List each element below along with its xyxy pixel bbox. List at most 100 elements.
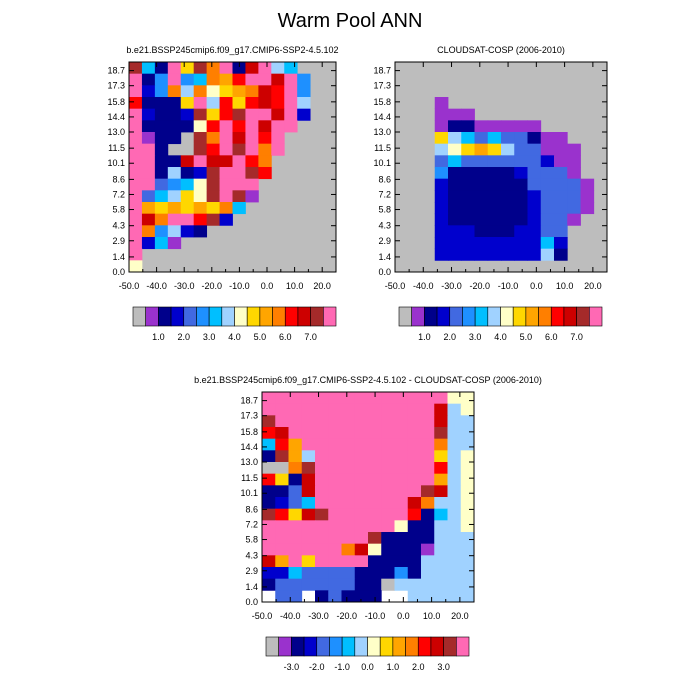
heatmap-cell bbox=[301, 543, 316, 556]
heatmap-cell bbox=[527, 225, 542, 238]
heatmap-cell bbox=[301, 392, 316, 405]
heatmap-cell bbox=[193, 178, 208, 191]
colorbar-label: -2.0 bbox=[309, 662, 325, 672]
heatmap-cell bbox=[219, 62, 233, 75]
heatmap-cell bbox=[501, 213, 515, 226]
heatmap-cell bbox=[328, 392, 342, 405]
heatmap-cell bbox=[275, 532, 289, 545]
heatmap-cell bbox=[460, 590, 475, 603]
heatmap-cell bbox=[381, 497, 395, 510]
heatmap-cell bbox=[567, 202, 581, 215]
heatmap-cell bbox=[554, 202, 568, 215]
heatmap-cell bbox=[381, 532, 395, 545]
heatmap-cell bbox=[554, 132, 568, 145]
heatmap-cell bbox=[193, 167, 208, 180]
colorbar-swatch bbox=[272, 306, 286, 327]
heatmap-cell bbox=[262, 520, 276, 533]
heatmap-cell bbox=[129, 167, 143, 180]
heatmap-cell bbox=[328, 590, 342, 603]
heatmap-cell bbox=[461, 237, 475, 250]
heatmap-cell bbox=[315, 532, 329, 545]
heatmap-cell bbox=[262, 567, 276, 580]
heatmap-cell bbox=[154, 190, 169, 203]
heatmap-cell bbox=[341, 415, 356, 428]
y-tick-label: 0.0 bbox=[112, 267, 125, 277]
colorbar-label: 7.0 bbox=[304, 332, 317, 342]
heatmap-cell bbox=[167, 202, 182, 215]
heatmap-cell bbox=[271, 62, 285, 75]
heatmap-cell bbox=[407, 403, 422, 416]
heatmap-cell bbox=[315, 578, 329, 591]
heatmap-cell bbox=[328, 438, 342, 451]
y-tick-label: 2.9 bbox=[245, 566, 258, 576]
heatmap-cell bbox=[394, 427, 409, 440]
colorbar-swatch bbox=[291, 636, 305, 657]
heatmap-cell bbox=[271, 97, 285, 110]
y-tick-label: 4.3 bbox=[245, 551, 258, 561]
x-tick-label: 0.0 bbox=[397, 611, 410, 621]
y-tick-label: 17.3 bbox=[373, 81, 391, 91]
heatmap-cell bbox=[448, 225, 462, 238]
heatmap-cell bbox=[434, 532, 448, 545]
heatmap-cell bbox=[154, 143, 169, 156]
heatmap-cell bbox=[219, 202, 233, 215]
heatmap-cell bbox=[288, 473, 303, 486]
heatmap-cell bbox=[474, 248, 489, 261]
heatmap-cell bbox=[193, 213, 208, 226]
heatmap-cell bbox=[501, 143, 515, 156]
heatmap-cell bbox=[262, 403, 276, 416]
y-tick-label: 0.0 bbox=[378, 267, 391, 277]
heatmap-cell bbox=[129, 155, 143, 168]
y-tick-label: 17.3 bbox=[107, 81, 125, 91]
heatmap-cell bbox=[341, 532, 356, 545]
heatmap-cell bbox=[341, 567, 356, 580]
heatmap-cell bbox=[154, 108, 169, 121]
heatmap-cell bbox=[381, 473, 395, 486]
heatmap-cell bbox=[394, 543, 409, 556]
colorbar-label: 5.0 bbox=[520, 332, 533, 342]
heatmap-cell bbox=[141, 143, 156, 156]
heatmap-cell bbox=[554, 225, 568, 238]
heatmap-cell bbox=[258, 97, 272, 110]
heatmap-cell bbox=[407, 415, 422, 428]
heatmap-cell bbox=[341, 590, 356, 603]
heatmap-cell bbox=[258, 120, 272, 133]
heatmap-cell bbox=[275, 555, 289, 568]
heatmap-cell bbox=[154, 97, 169, 110]
heatmap-cell bbox=[262, 438, 276, 451]
heatmap-cell bbox=[262, 415, 276, 428]
heatmap-cell bbox=[301, 403, 316, 416]
heatmap-cell bbox=[434, 497, 448, 510]
heatmap-cell bbox=[514, 167, 528, 180]
heatmap-cell bbox=[315, 438, 329, 451]
y-tick-label: 11.5 bbox=[374, 143, 391, 153]
x-tick-label: 10.0 bbox=[423, 611, 441, 621]
heatmap-cell bbox=[167, 85, 182, 98]
colorbar-swatch bbox=[474, 306, 489, 327]
heatmap-cell bbox=[421, 427, 435, 440]
heatmap-cell bbox=[514, 248, 528, 261]
heatmap-cell bbox=[421, 497, 435, 510]
heatmap-cell bbox=[527, 202, 542, 215]
heatmap-cell bbox=[460, 427, 475, 440]
heatmap-cell bbox=[154, 225, 169, 238]
heatmap-cell bbox=[301, 415, 316, 428]
heatmap-cell bbox=[381, 462, 395, 475]
heatmap-cell bbox=[341, 543, 356, 556]
heatmap-cell bbox=[448, 167, 462, 180]
heatmap-cell bbox=[315, 555, 329, 568]
heatmap-cell bbox=[206, 190, 220, 203]
heatmap-cell bbox=[421, 392, 435, 405]
heatmap-cell bbox=[434, 415, 448, 428]
heatmap-cell bbox=[434, 132, 449, 145]
heatmap-cell bbox=[154, 237, 169, 250]
heatmap-cell bbox=[381, 543, 395, 556]
heatmap-cell bbox=[407, 567, 422, 580]
heatmap-cell bbox=[448, 202, 462, 215]
heatmap-cell bbox=[141, 178, 156, 191]
heatmap-cell bbox=[315, 427, 329, 440]
heatmap-cell bbox=[245, 73, 259, 86]
heatmap-cell bbox=[527, 120, 542, 133]
heatmap-cell bbox=[193, 85, 208, 98]
heatmap-cell bbox=[180, 108, 195, 121]
